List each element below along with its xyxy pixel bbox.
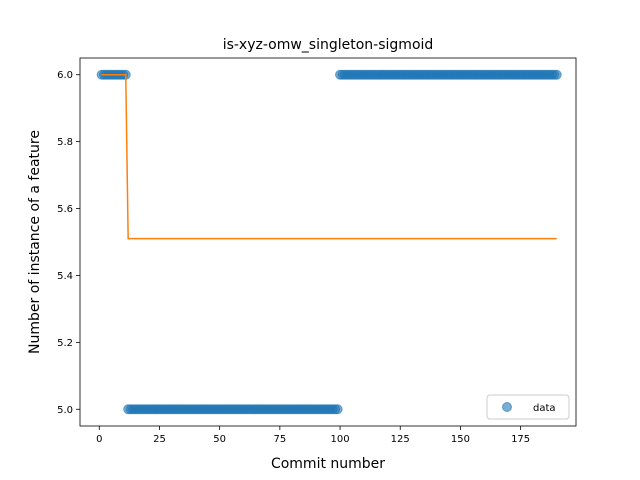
axis-ticks: 0 25 50 75 100 125 150 175 5.0 5.2 5.4 5.6 5.8 6.0 xyxy=(57,70,530,445)
plot-area xyxy=(96,69,562,415)
y-tick-label: 5.2 xyxy=(57,338,73,349)
x-tick-label: 150 xyxy=(451,434,470,445)
x-tick-label: 175 xyxy=(511,434,530,445)
x-tick-label: 125 xyxy=(391,434,410,445)
legend-label-data: data xyxy=(533,403,556,414)
x-tick-label: 0 xyxy=(96,434,102,445)
legend: data xyxy=(486,394,570,420)
legend-marker-data xyxy=(502,402,512,412)
x-tick-label: 25 xyxy=(153,434,166,445)
x-tick-label: 75 xyxy=(273,434,286,445)
y-tick-label: 5.6 xyxy=(57,204,73,215)
chart-title: is-xyz-omw_singleton-sigmoid xyxy=(223,37,434,53)
plot-frame xyxy=(79,57,577,427)
y-tick-label: 5.4 xyxy=(57,271,73,282)
x-axis-label: Commit number xyxy=(271,456,385,472)
y-tick-label: 5.0 xyxy=(57,405,73,416)
fit-line xyxy=(101,73,557,240)
legend-box xyxy=(486,394,570,420)
x-tick-label: 50 xyxy=(213,434,226,445)
x-tick-label: 100 xyxy=(330,434,349,445)
data-point xyxy=(551,69,562,80)
data-point xyxy=(332,404,343,415)
y-tick-label: 6.0 xyxy=(57,70,73,81)
y-tick-label: 5.8 xyxy=(57,137,73,148)
y-axis-label: Number of instance of a feature xyxy=(27,130,43,354)
